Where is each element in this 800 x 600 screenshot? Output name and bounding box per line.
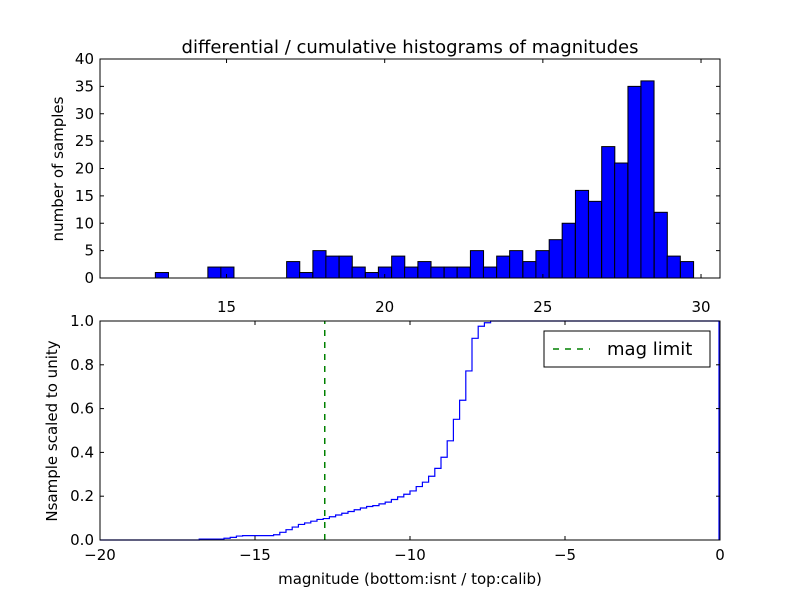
histogram-bar (640, 80, 655, 279)
histogram-y-tick-label: 25 (75, 132, 94, 150)
cumulative-y-tick-label: 1.0 (70, 312, 94, 330)
legend: mag limit (543, 330, 711, 368)
cumulative-panel: 0.0 0.2 0.4 0.6 0.8 1.0 −20 −15 −10 −5 0 magnitude… (43, 312, 725, 588)
histogram-bar (338, 255, 353, 279)
cumulative-x-tick-label: −20 (84, 546, 116, 564)
histogram-bar (666, 255, 681, 279)
cumulative-frame (99, 320, 721, 541)
legend-mag-limit-label: mag limit (607, 339, 692, 360)
cumulative-y-tick-label: 0.4 (70, 443, 94, 461)
histogram-bar (679, 261, 695, 279)
histogram-bar (469, 250, 485, 279)
histogram-bar (587, 200, 603, 279)
histogram-bar (207, 266, 222, 279)
cumulative-x-tick-label: −5 (554, 546, 576, 564)
legend-box (543, 330, 711, 368)
histogram-bars (154, 80, 695, 279)
cumulative-x-label: magnitude (bottom:isnt / top:calib) (278, 570, 542, 588)
histogram-bar (509, 250, 524, 279)
histogram-ticks: 0 5 10 15 20 25 30 35 40 15 20 25 30 (75, 50, 720, 316)
cumulative-y-tick-label: 0.2 (70, 487, 94, 505)
histogram-bar (417, 261, 432, 279)
histogram-bar (653, 211, 668, 279)
cumulative-lines (100, 320, 720, 541)
histogram-bar (548, 239, 563, 279)
histogram-x-tick-label: 30 (691, 298, 710, 316)
histogram-bar (522, 261, 537, 279)
cumulative-x-tick-label: 0 (715, 546, 725, 564)
histogram-bar (456, 266, 471, 279)
histogram-x-tick-label: 20 (375, 298, 394, 316)
histogram-bar (535, 250, 550, 279)
histogram-bar (627, 85, 642, 279)
cumulative-y-tick-label: 0.6 (70, 400, 94, 418)
histogram-bar (574, 189, 590, 279)
histogram-bar (482, 266, 498, 279)
cumulative-y-tick-label: 0.8 (70, 356, 94, 374)
histogram-y-tick-label: 5 (84, 242, 94, 260)
histogram-bar (561, 222, 576, 279)
histogram-x-tick-label: 15 (217, 298, 236, 316)
histogram-bar (325, 255, 340, 279)
histogram-panel: differential / cumulative histograms of … (49, 37, 721, 316)
histogram-bar (391, 255, 406, 279)
histogram-y-tick-label: 20 (75, 160, 94, 178)
histogram-bar (286, 261, 301, 279)
histogram-bar (351, 266, 366, 279)
histogram-y-tick-label: 10 (75, 214, 94, 232)
cumulative-ticks: 0.0 0.2 0.4 0.6 0.8 1.0 −20 −15 −10 −5 0 (70, 312, 725, 564)
histogram-y-tick-label: 40 (75, 50, 94, 68)
histogram-bar (496, 255, 511, 279)
cumulative-step-line (100, 320, 720, 541)
histogram-y-tick-label: 35 (75, 77, 94, 95)
cumulative-x-tick-label: −10 (394, 546, 426, 564)
histogram-y-tick-label: 15 (75, 187, 94, 205)
histogram-bar (364, 272, 380, 279)
histogram-frame (99, 58, 721, 279)
histogram-bar (614, 162, 629, 279)
histogram-bar (220, 266, 235, 279)
chart-title: differential / cumulative histograms of … (182, 37, 639, 58)
histogram-y-tick-label: 0 (84, 269, 94, 287)
histogram-x-tick-label: 25 (533, 298, 552, 316)
histogram-y-label: number of samples (49, 96, 67, 241)
histogram-bar (601, 146, 616, 279)
histogram-bar (299, 272, 314, 279)
histogram-bar (404, 266, 419, 279)
histogram-bar (312, 250, 327, 279)
cumulative-x-tick-label: −15 (239, 546, 271, 564)
histogram-bar (430, 266, 445, 279)
cumulative-y-tick-label: 0.0 (70, 531, 94, 549)
cumulative-y-label: Nsample scaled to unity (43, 340, 61, 521)
histogram-bar (154, 272, 169, 279)
histogram-y-tick-label: 30 (75, 105, 94, 123)
histogram-bar (443, 266, 458, 279)
